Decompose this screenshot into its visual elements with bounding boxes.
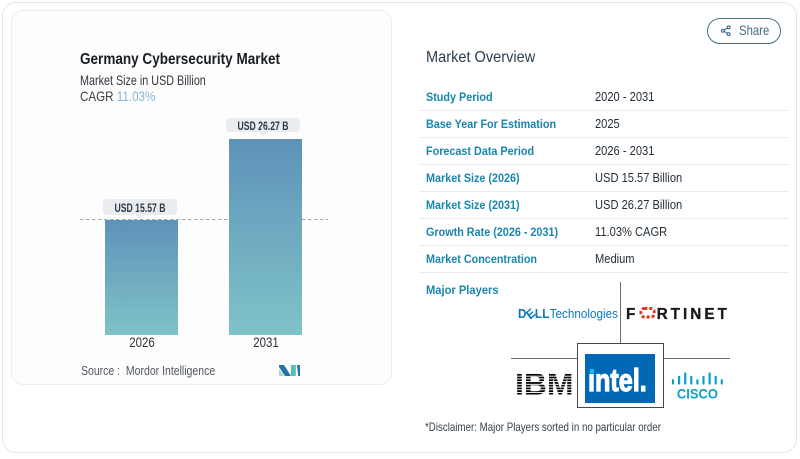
svg-text:IBM: IBM	[515, 373, 574, 396]
svg-text:CISCO: CISCO	[677, 386, 718, 399]
